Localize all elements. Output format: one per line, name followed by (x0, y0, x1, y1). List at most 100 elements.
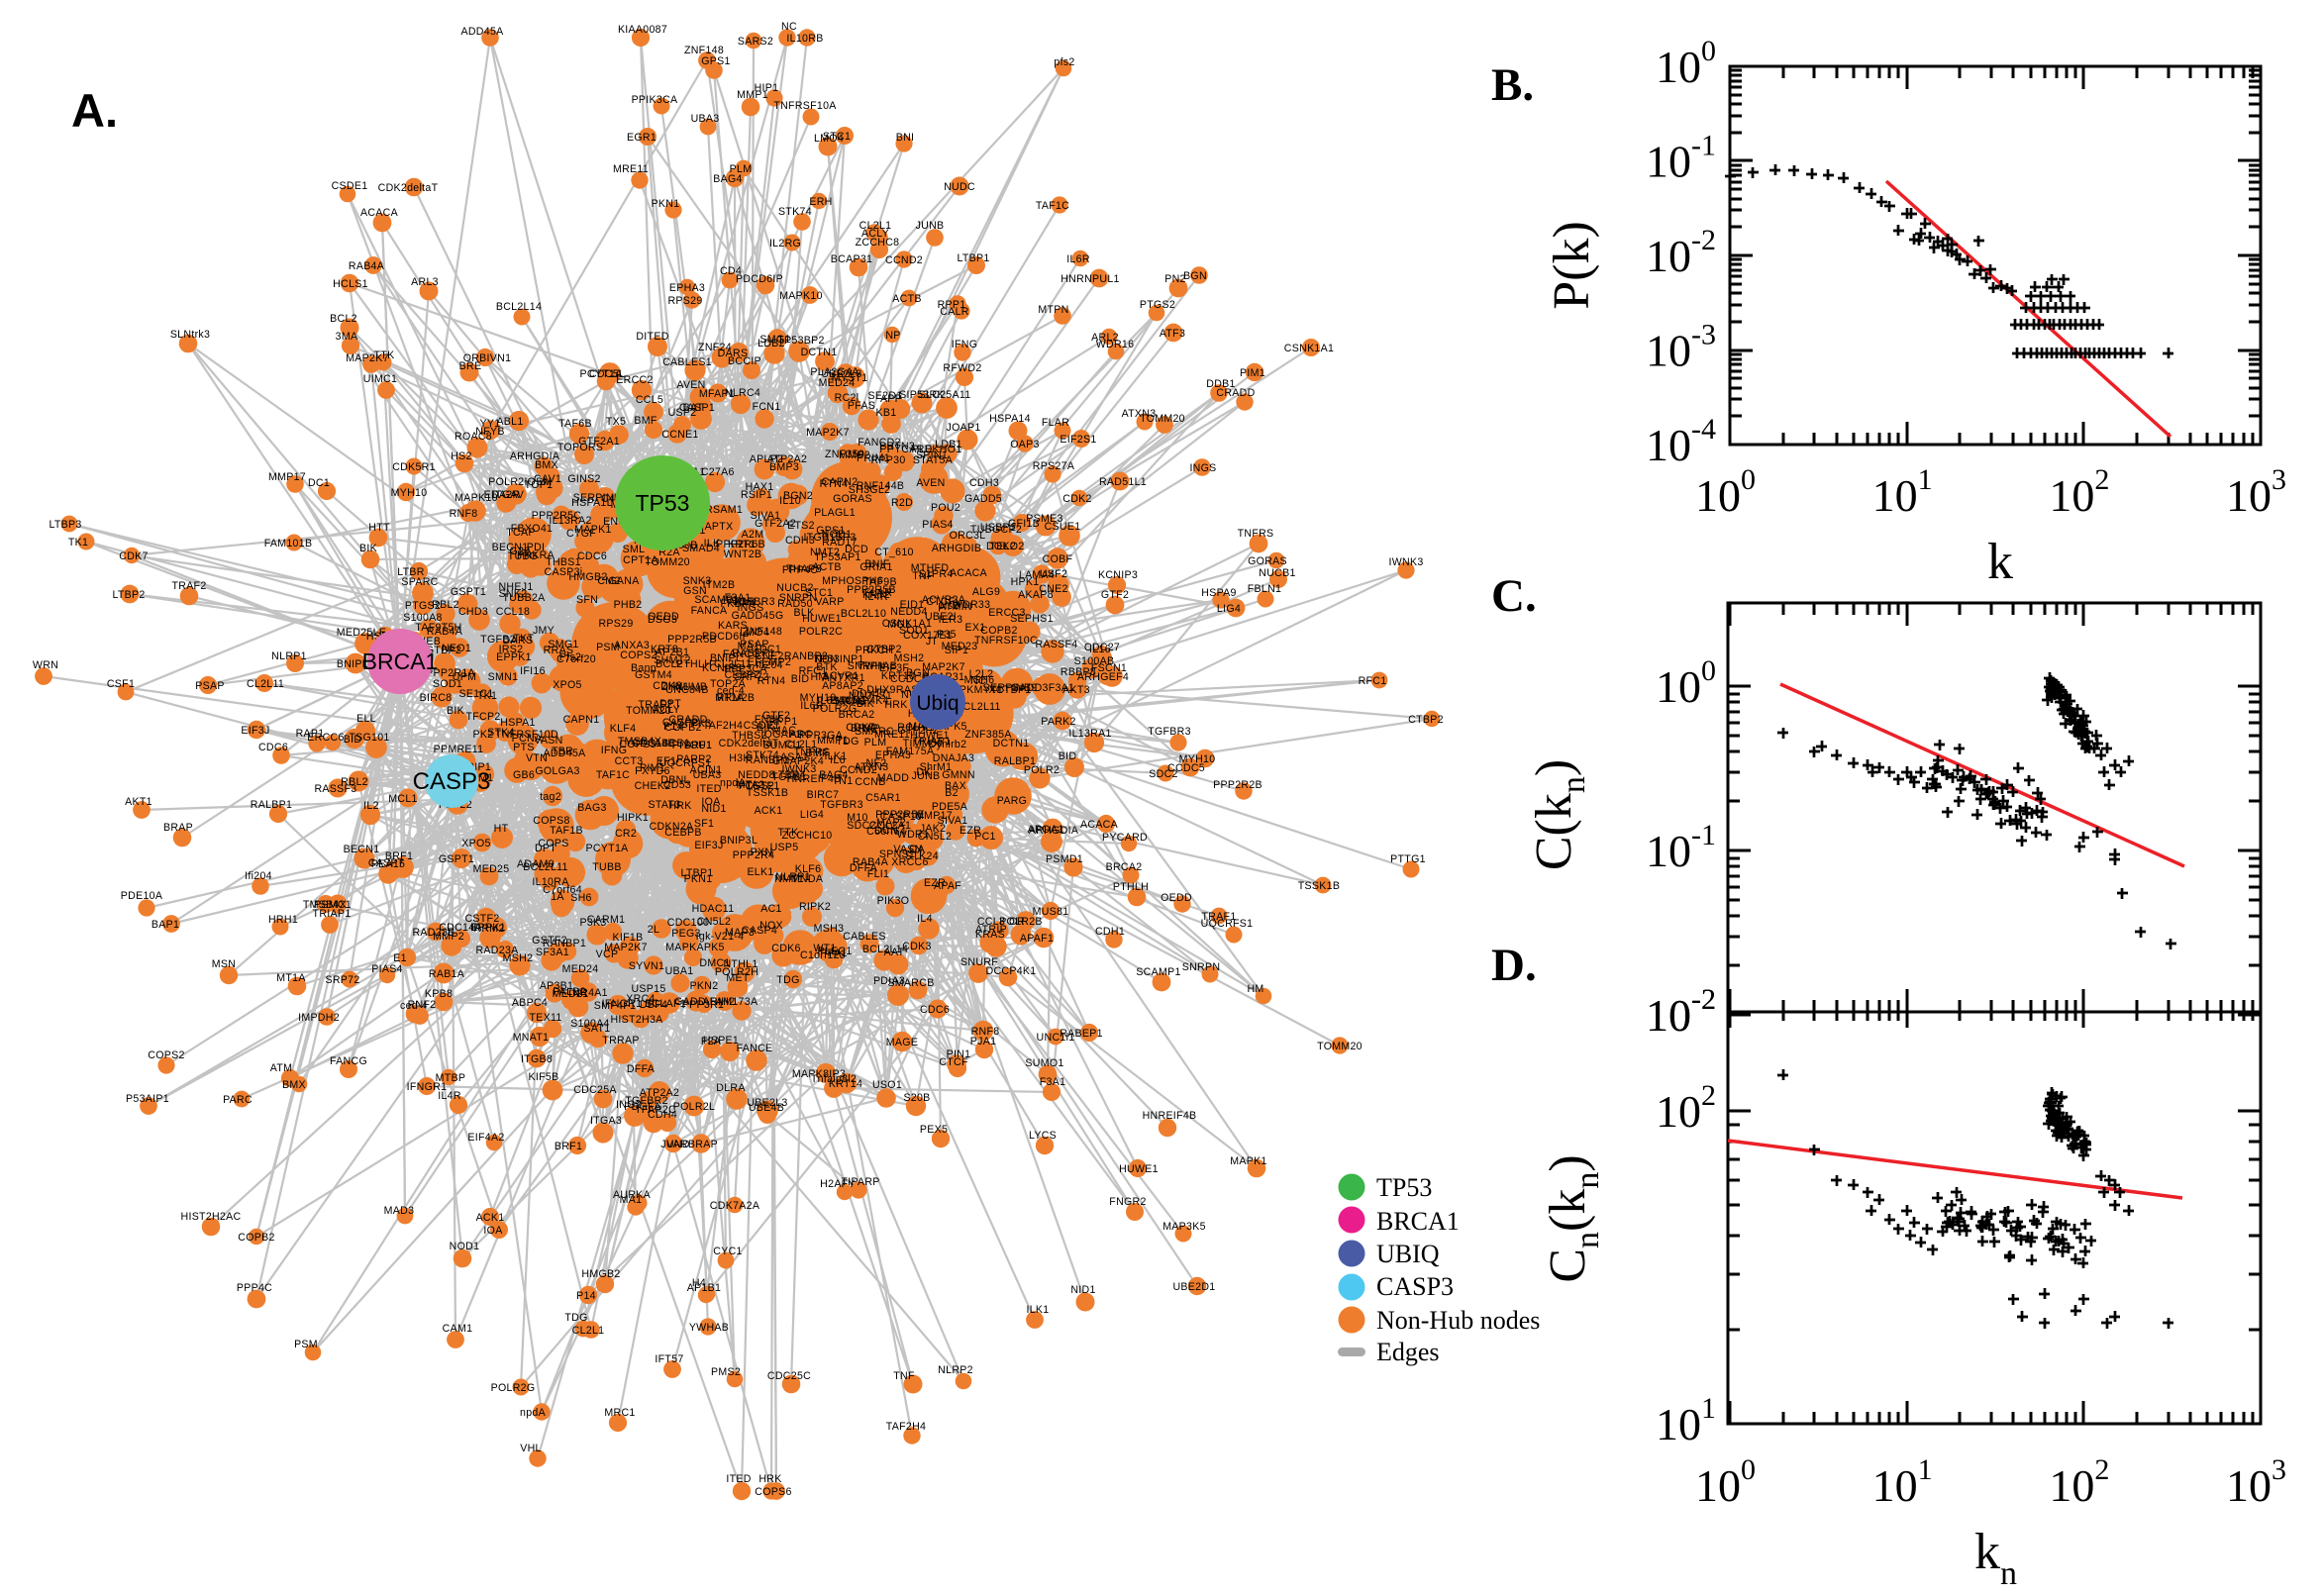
svg-text:TMSB4X: TMSB4X (303, 899, 347, 911)
svg-text:SNK3: SNK3 (683, 575, 712, 587)
svg-text:TOMM20: TOMM20 (1140, 413, 1185, 425)
svg-text:RAD51L1: RAD51L1 (1099, 476, 1147, 488)
svg-text:TTK: TTK (374, 349, 395, 361)
svg-text:P3K3: P3K3 (579, 917, 606, 929)
svg-text:TAF1C: TAF1C (596, 769, 630, 781)
svg-text:TGFBR2: TGFBR2 (625, 1095, 668, 1107)
svg-text:FSCN1: FSCN1 (1091, 662, 1127, 674)
svg-text:EPPK1: EPPK1 (496, 651, 532, 663)
svg-text:M10: M10 (847, 812, 868, 824)
svg-text:AC1: AC1 (760, 903, 782, 915)
svg-text:BID: BID (791, 673, 810, 685)
svg-text:IWNK3: IWNK3 (1388, 556, 1423, 568)
svg-text:ZNF24: ZNF24 (698, 342, 732, 353)
svg-text:EGR1: EGR1 (627, 132, 656, 144)
svg-text:BAG3: BAG3 (577, 802, 606, 814)
svg-text:PLEKHO1: PLEKHO1 (912, 444, 962, 455)
svg-text:VARBRAP: VARBRAP (666, 1139, 718, 1150)
svg-text:ANXA3: ANXA3 (614, 640, 650, 651)
svg-text:USBP1: USBP1 (980, 522, 1016, 534)
svg-text:GMAP2K4: GMAP2K4 (772, 755, 824, 767)
svg-text:tag2: tag2 (540, 791, 561, 803)
svg-text:TDG: TDG (564, 1312, 587, 1324)
svg-text:VHL: VHL (520, 1443, 542, 1454)
svg-text:PLA2G4A: PLA2G4A (810, 366, 859, 378)
svg-text:BECN1: BECN1 (344, 844, 380, 855)
svg-text:ACK1: ACK1 (755, 805, 783, 817)
svg-text:C5AR1: C5AR1 (865, 792, 901, 804)
svg-text:PDCD6IP: PDCD6IP (736, 273, 783, 285)
svg-text:PTS: PTS (513, 742, 535, 753)
svg-text:R2D: R2D (891, 497, 913, 509)
svg-text:ELK1: ELK1 (747, 866, 773, 878)
svg-text:FANCE: FANCE (737, 1043, 773, 1054)
svg-text:BAP1: BAP1 (152, 919, 179, 931)
svg-text:PTGS2: PTGS2 (1140, 299, 1175, 311)
svg-text:TRRAP: TRRAP (602, 1035, 639, 1047)
svg-text:APAF: APAF (934, 880, 961, 892)
svg-text:IFNGR1: IFNGR1 (602, 998, 643, 1010)
svg-text:LTBP1: LTBP1 (957, 252, 989, 264)
svg-text:DMC1: DMC1 (699, 957, 730, 969)
svg-text:RPS27A: RPS27A (1033, 460, 1075, 472)
svg-text:ETS2: ETS2 (787, 520, 815, 532)
svg-text:PSMD1: PSMD1 (1046, 853, 1083, 865)
svg-text:TNFRS: TNFRS (1238, 528, 1274, 540)
svg-text:POLR2I: POLR2I (488, 476, 527, 488)
svg-text:AVEN: AVEN (916, 477, 945, 489)
svg-text:HTT: HTT (368, 522, 390, 534)
svg-text:MAD3: MAD3 (384, 1205, 415, 1217)
svg-text:CYC1: CYC1 (713, 1246, 742, 1257)
svg-text:DOK2: DOK2 (986, 541, 1016, 552)
svg-text:NID1: NID1 (1070, 1284, 1095, 1296)
svg-text:MTA2: MTA2 (737, 779, 765, 791)
svg-text:TNFRSF10A: TNFRSF10A (773, 100, 837, 112)
svg-text:BRF1: BRF1 (555, 1141, 582, 1152)
svg-text:CCNB: CCNB (855, 776, 885, 788)
svg-text:MTBP: MTBP (436, 1072, 466, 1084)
svg-text:DITED: DITED (636, 331, 668, 343)
svg-text:POLR2L: POLR2L (673, 1101, 715, 1113)
svg-text:BCL2L10: BCL2L10 (841, 608, 886, 620)
svg-text:SFN: SFN (576, 594, 598, 606)
svg-text:TSG101: TSG101 (349, 732, 389, 744)
svg-text:MTHFD: MTHFD (911, 562, 950, 574)
svg-text:SRP72: SRP72 (325, 974, 359, 986)
svg-text:TNF: TNF (893, 1370, 915, 1382)
svg-text:PCYT1A: PCYT1A (585, 843, 629, 854)
svg-text:B.: B. (1491, 59, 1534, 111)
svg-text:CDC25A: CDC25A (573, 1084, 617, 1096)
svg-text:TOP2A: TOP2A (710, 678, 747, 690)
svg-text:GRIA1: GRIA1 (859, 561, 892, 573)
svg-text:MMP17: MMP17 (268, 471, 306, 483)
svg-text:TBR: TBR (552, 746, 573, 757)
svg-text:MSN: MSN (212, 958, 236, 970)
svg-text:WDR33: WDR33 (953, 599, 991, 611)
svg-text:STK74: STK74 (778, 206, 812, 218)
svg-text:RAD23A: RAD23A (475, 945, 519, 956)
svg-text:HCLS1: HCLS1 (333, 278, 368, 290)
svg-text:CCNE1: CCNE1 (661, 429, 698, 441)
svg-text:ATF3: ATF3 (1160, 328, 1185, 340)
svg-text:BRCA1: BRCA1 (362, 648, 439, 674)
svg-text:TOMM20: TOMM20 (1317, 1041, 1363, 1052)
svg-text:HRK: HRK (758, 1473, 781, 1485)
svg-text:CDC25C: CDC25C (767, 1370, 811, 1382)
svg-text:EX1: EX1 (965, 622, 986, 634)
svg-text:RTN4: RTN4 (758, 675, 786, 687)
svg-text:POLR2C: POLR2C (799, 626, 843, 638)
svg-text:PKN2: PKN2 (690, 980, 719, 992)
svg-text:POLR2G: POLR2G (491, 1382, 536, 1394)
svg-text:BRCA2: BRCA2 (1106, 861, 1143, 873)
svg-text:PJA1: PJA1 (970, 1036, 997, 1047)
svg-text:USP5: USP5 (770, 842, 799, 853)
svg-text:D.: D. (1491, 940, 1537, 991)
svg-text:BNI: BNI (896, 132, 915, 144)
svg-text:IL10RB: IL10RB (786, 33, 823, 45)
svg-text:CASP3: CASP3 (1376, 1272, 1454, 1301)
svg-text:ABL1: ABL1 (496, 416, 523, 428)
svg-text:IMPDH2: IMPDH2 (298, 1012, 340, 1024)
svg-text:3MA: 3MA (336, 331, 358, 343)
svg-text:TUBG: TUBG (508, 550, 539, 562)
svg-text:CTBP2: CTBP2 (1408, 714, 1444, 726)
